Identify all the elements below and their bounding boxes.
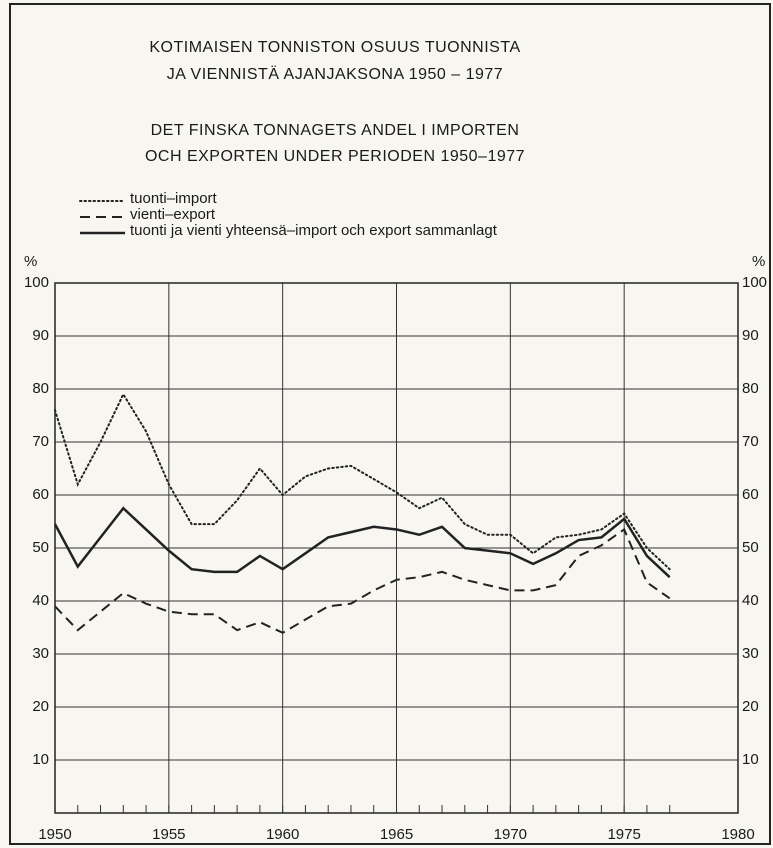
chart-title: JA VIENNISTÄ AJANJAKSONA 1950 – 1977 bbox=[167, 65, 503, 83]
y-tick-label: 80 bbox=[32, 380, 49, 397]
y-tick-label: 70 bbox=[32, 433, 49, 450]
line-series bbox=[54, 392, 671, 571]
x-tick-label: 1950 bbox=[38, 826, 71, 843]
line-series bbox=[54, 527, 671, 634]
y-tick-label: 30 bbox=[32, 645, 49, 662]
legend-label: vienti–export bbox=[130, 206, 216, 223]
y2-axis-label: % bbox=[752, 253, 765, 270]
chart-subtitle: OCH EXPORTEN UNDER PERIODEN 1950–1977 bbox=[145, 148, 525, 165]
x-tick-label: 1960 bbox=[266, 826, 299, 843]
y2-tick-label: 20 bbox=[742, 698, 759, 715]
y2-tick-label: 90 bbox=[742, 327, 759, 344]
y-tick-label: 50 bbox=[32, 539, 49, 556]
legend-label: tuonti ja vienti yhteensä–import och exp… bbox=[130, 222, 498, 239]
x-tick-label: 1955 bbox=[152, 826, 185, 843]
y-axis-label: % bbox=[24, 253, 37, 270]
y2-tick-label: 60 bbox=[742, 486, 759, 503]
chart-title: KOTIMAISEN TONNISTON OSUUS TUONNISTA bbox=[149, 39, 520, 56]
chart-subtitle: DET FINSKA TONNAGETS ANDEL I IMPORTEN bbox=[151, 122, 520, 139]
frame bbox=[9, 3, 771, 845]
y2-tick-label: 80 bbox=[742, 380, 759, 397]
y2-tick-label: 30 bbox=[742, 645, 759, 662]
y-tick-label: 60 bbox=[32, 486, 49, 503]
y2-tick-label: 40 bbox=[742, 592, 759, 609]
y2-tick-label: 70 bbox=[742, 433, 759, 450]
y2-tick-label: 100 bbox=[742, 274, 767, 291]
y-tick-label: 20 bbox=[32, 698, 49, 715]
x-tick-label: 1980 bbox=[721, 826, 754, 843]
y-tick-label: 90 bbox=[32, 327, 49, 344]
y-tick-label: 40 bbox=[32, 592, 49, 609]
x-tick-label: 1975 bbox=[607, 826, 640, 843]
legend-label: tuonti–import bbox=[130, 190, 218, 207]
y-tick-label: 10 bbox=[32, 751, 49, 768]
x-tick-label: 1965 bbox=[380, 826, 413, 843]
y-tick-label: 100 bbox=[24, 274, 49, 291]
x-tick-label: 1970 bbox=[494, 826, 527, 843]
y2-tick-label: 50 bbox=[742, 539, 759, 556]
line-series bbox=[53, 506, 671, 579]
plot-frame bbox=[54, 282, 739, 814]
y2-tick-label: 10 bbox=[742, 751, 759, 768]
